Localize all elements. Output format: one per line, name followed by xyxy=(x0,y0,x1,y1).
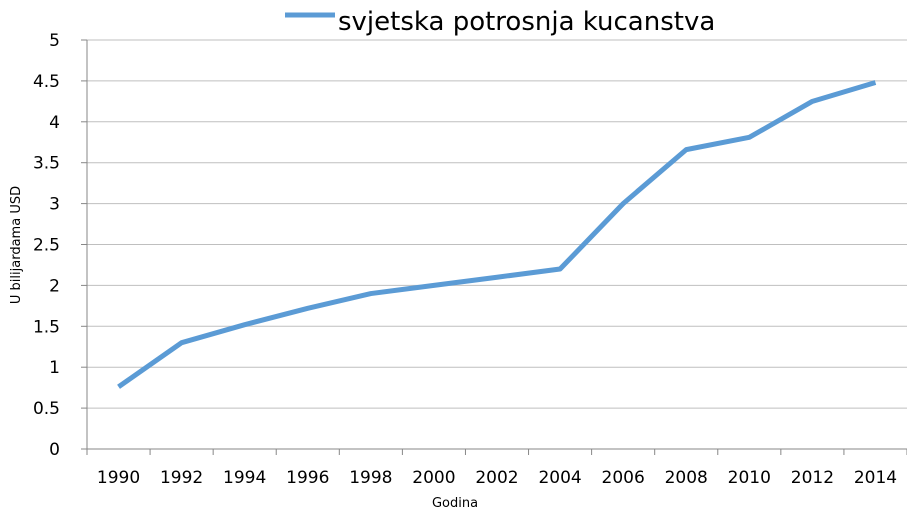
x-axis-title: Godina xyxy=(432,496,478,511)
x-tick-label: 2008 xyxy=(665,468,708,488)
y-tick-label: 0.5 xyxy=(33,399,60,419)
x-tick-label: 1996 xyxy=(286,468,329,488)
x-tick-label: 2012 xyxy=(791,468,834,488)
y-tick-label: 2 xyxy=(49,276,60,296)
x-tick-label: 2002 xyxy=(475,468,518,488)
y-tick-label: 4.5 xyxy=(33,72,60,92)
x-tick-label: 2000 xyxy=(412,468,455,488)
y-tick-label: 3.5 xyxy=(33,154,60,174)
x-tick-label: 2014 xyxy=(854,468,897,488)
y-tick-label: 3 xyxy=(49,195,60,215)
y-tick-label: 0 xyxy=(49,440,60,460)
legend-label: svjetska potrosnja kucanstva xyxy=(338,7,715,37)
data-line xyxy=(117,80,877,389)
y-tick-label: 2.5 xyxy=(33,236,60,256)
y-tick-label: 5 xyxy=(49,31,60,51)
x-tick-label: 1994 xyxy=(223,468,266,488)
x-tick-label: 1998 xyxy=(349,468,392,488)
y-tick-label: 1.5 xyxy=(33,317,60,337)
x-tick-label: 1992 xyxy=(160,468,203,488)
x-tick-label: 2006 xyxy=(602,468,645,488)
y-tick-label: 4 xyxy=(49,113,60,133)
y-tick-label: 1 xyxy=(49,358,60,378)
x-tick-label: 1990 xyxy=(97,468,140,488)
x-tick-label: 2010 xyxy=(728,468,771,488)
x-tick-label: 2004 xyxy=(538,468,581,488)
y-axis-title: U bilijardama USD xyxy=(9,186,24,304)
